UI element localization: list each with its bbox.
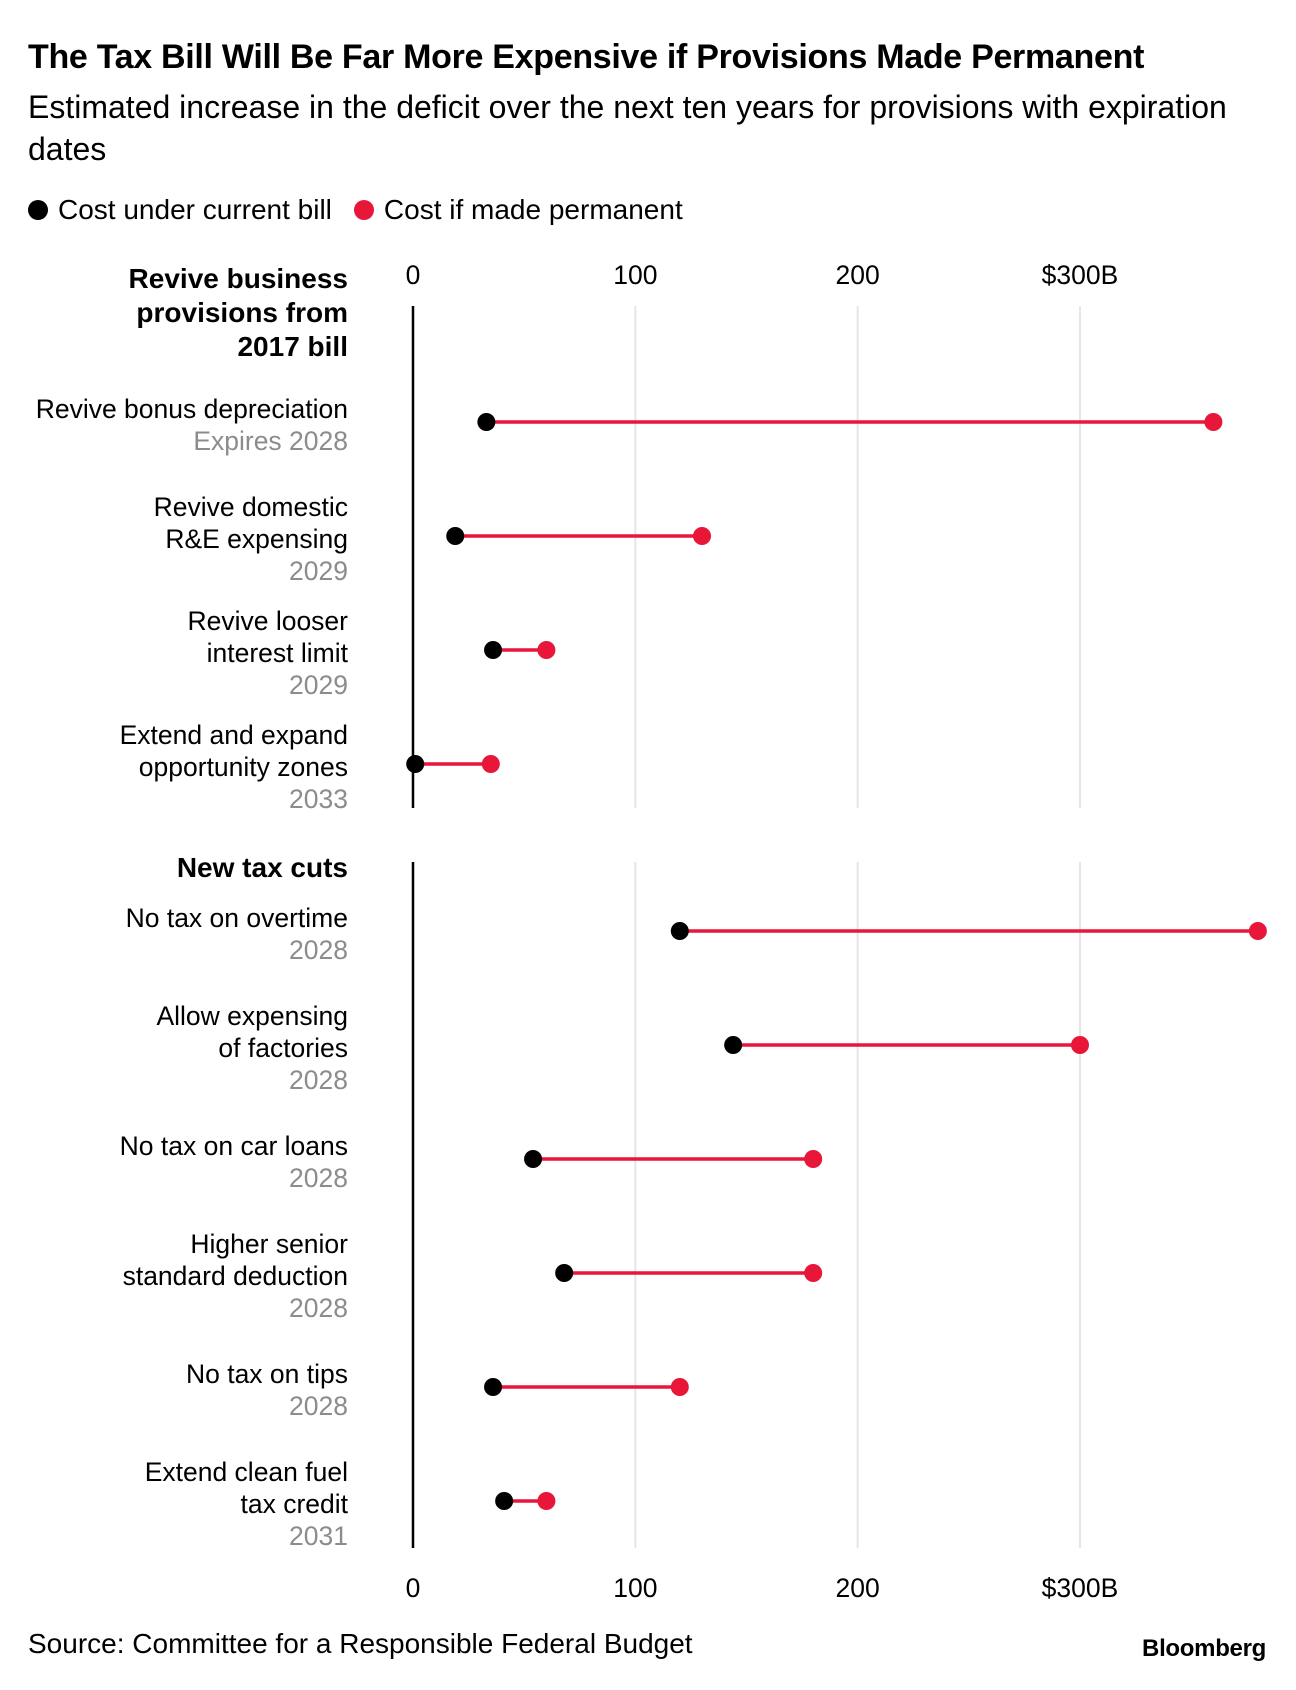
row-expiry-0-1: 2029 [289, 556, 348, 586]
row-expiry-1-1: 2028 [289, 1065, 348, 1095]
legend-label-current: Cost under current bill [58, 194, 332, 225]
point-current-1-3 [555, 1264, 574, 1282]
x-tick-label-top-2: 200 [836, 260, 880, 290]
row-expiry-0-0: Expires 2028 [193, 426, 348, 456]
row-label-0-3-0: Extend and expand [120, 720, 348, 750]
row-expiry-1-2: 2028 [289, 1163, 348, 1193]
point-current-0-3 [406, 755, 425, 773]
row-expiry-1-4: 2028 [289, 1391, 348, 1421]
chart-title: The Tax Bill Will Be Far More Expensive … [28, 38, 1145, 76]
section-title-0-0: Revive business [129, 263, 348, 294]
point-permanent-1-0 [1248, 922, 1267, 940]
legend: Cost under current bill Cost if made per… [28, 194, 705, 226]
point-permanent-0-0 [1204, 413, 1223, 431]
row-label-0-0-0: Revive bonus depreciation [36, 394, 348, 424]
row-expiry-1-0: 2028 [289, 935, 348, 965]
point-permanent-1-1 [1071, 1036, 1089, 1054]
x-tick-label-top-1: 100 [613, 260, 657, 290]
x-tick-label-bottom-2: 200 [836, 1573, 880, 1603]
row-label-1-1-1: of factories [218, 1033, 348, 1063]
legend-item-permanent: Cost if made permanent [353, 194, 683, 226]
legend-swatch-permanent [353, 200, 374, 220]
point-current-1-5 [495, 1492, 514, 1510]
bloomberg-logo: Bloomberg [1142, 1635, 1266, 1662]
point-current-0-2 [484, 641, 503, 659]
legend-label-permanent: Cost if made permanent [383, 194, 683, 225]
x-tick-label-bottom-3: $300B [1042, 1573, 1119, 1603]
section-title-0-1: provisions from [136, 297, 348, 328]
point-current-1-1 [724, 1036, 743, 1054]
row-label-1-5-1: tax credit [240, 1489, 348, 1519]
row-label-0-2-1: interest limit [207, 638, 349, 668]
x-tick-label-top-0: 0 [406, 260, 421, 290]
x-tick-label-top-3: $300B [1042, 260, 1119, 290]
row-label-0-2-0: Revive looser [187, 606, 348, 636]
chart-subtitle: Estimated increase in the deficit over t… [28, 89, 1227, 167]
point-permanent-0-1 [693, 527, 712, 545]
point-permanent-1-4 [670, 1378, 689, 1396]
row-expiry-0-2: 2029 [289, 670, 348, 700]
section-title-1-0: New tax cuts [177, 852, 348, 883]
row-label-0-3-1: opportunity zones [139, 752, 348, 782]
legend-item-current: Cost under current bill [28, 194, 332, 226]
x-tick-label-bottom-1: 100 [613, 1573, 657, 1603]
row-label-1-3-1: standard deduction [123, 1261, 348, 1291]
point-current-1-0 [670, 922, 689, 940]
row-label-1-3-0: Higher senior [190, 1229, 348, 1259]
row-expiry-1-3: 2028 [289, 1293, 348, 1323]
row-label-0-1-1: R&E expensing [165, 524, 348, 554]
row-expiry-1-5: 2031 [289, 1521, 348, 1551]
row-expiry-0-3: 2033 [289, 784, 348, 814]
point-current-0-0 [477, 413, 496, 431]
point-permanent-1-5 [537, 1492, 556, 1510]
x-tick-label-bottom-0: 0 [406, 1573, 421, 1603]
point-permanent-1-2 [804, 1150, 823, 1168]
point-current-1-2 [524, 1150, 543, 1168]
point-current-0-1 [446, 527, 465, 545]
row-label-1-2-0: No tax on car loans [120, 1131, 348, 1161]
row-label-1-4-0: No tax on tips [186, 1359, 348, 1389]
source-note: Source: Committee for a Responsible Fede… [28, 1628, 693, 1659]
point-permanent-0-3 [481, 755, 500, 773]
row-label-1-1-0: Allow expensing [156, 1001, 348, 1031]
row-label-1-5-0: Extend clean fuel [145, 1457, 348, 1487]
point-permanent-1-3 [804, 1264, 823, 1282]
row-label-1-0-0: No tax on overtime [126, 903, 348, 933]
section-title-0-2: 2017 bill [237, 331, 348, 362]
point-current-1-4 [484, 1378, 503, 1396]
point-permanent-0-2 [537, 641, 556, 659]
legend-swatch-current [28, 200, 48, 220]
row-label-0-1-0: Revive domestic [154, 492, 348, 522]
